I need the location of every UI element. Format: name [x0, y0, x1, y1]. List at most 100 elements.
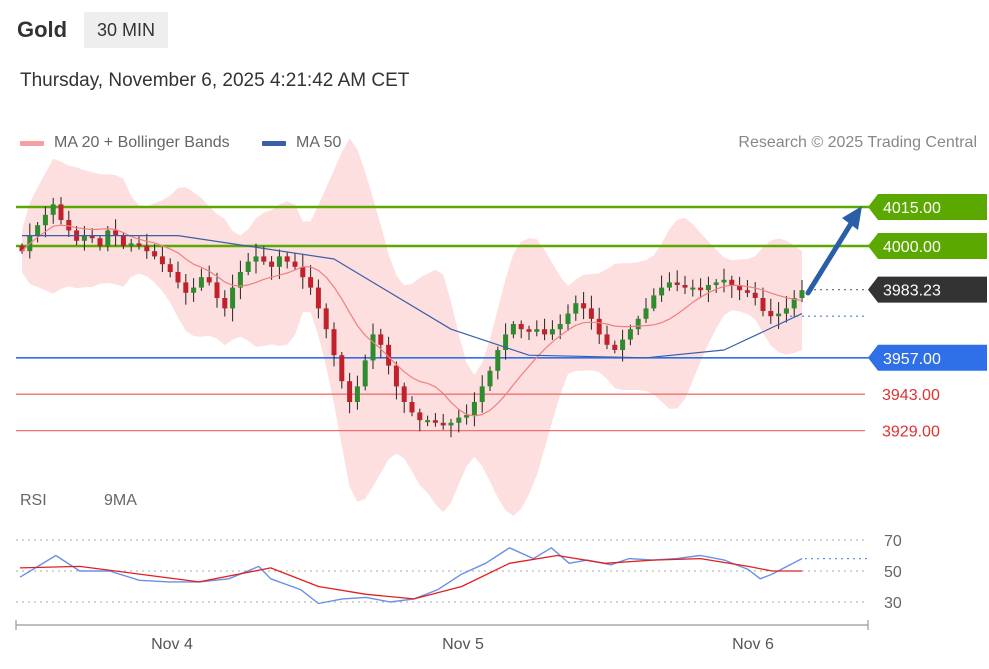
level-label-support: 3929.00 — [882, 424, 940, 441]
chart-datetime: Thursday, November 6, 2025 4:21:42 AM CE… — [20, 70, 410, 91]
candle-body — [308, 277, 314, 288]
x-tick-label: Nov 4 — [151, 636, 193, 653]
candle-body — [620, 339, 626, 350]
candle-body — [659, 287, 665, 296]
candle-body — [347, 381, 353, 402]
candle-body — [471, 402, 477, 415]
candle-body — [448, 422, 454, 426]
price-levels — [16, 205, 870, 432]
legend-ma20-bb: MA 20 + Bollinger Bands — [20, 134, 230, 152]
candle-body — [456, 417, 462, 423]
legend-ma50: MA 50 — [262, 134, 341, 152]
rsi-line — [19, 547, 803, 605]
candle-body — [206, 277, 212, 283]
candle-body — [690, 287, 696, 290]
candle-body — [378, 334, 384, 345]
level-label-pivot: 3957.00 — [883, 351, 941, 368]
candle-body — [386, 344, 392, 366]
candle-body — [783, 308, 789, 314]
rsi-tick-label: 30 — [884, 595, 902, 612]
candle-body — [331, 329, 337, 356]
candle-body — [105, 230, 111, 246]
candle-body — [526, 329, 532, 332]
candle-body — [581, 303, 587, 309]
candle-body — [432, 420, 438, 423]
candle-body — [612, 344, 618, 350]
candle-body — [339, 355, 345, 382]
candle-body — [269, 261, 275, 267]
candle-body — [253, 256, 259, 262]
x-tick-label: Nov 5 — [442, 636, 484, 653]
candle-body — [97, 238, 103, 246]
candle-body — [627, 329, 633, 340]
candle-body — [292, 261, 298, 267]
candle-body — [588, 308, 594, 319]
candle-body — [198, 277, 204, 288]
candle-body — [315, 287, 321, 309]
candle-body — [643, 308, 649, 319]
candle-body — [144, 246, 150, 252]
candle-body — [401, 386, 407, 402]
candle-body — [136, 243, 142, 246]
rsi-tick-label: 50 — [884, 564, 902, 581]
candle-body — [542, 329, 548, 335]
candle-body — [518, 324, 524, 330]
ma50-swatch — [262, 140, 286, 146]
candle-body — [503, 334, 509, 350]
candle-body — [737, 285, 743, 291]
ma20-line — [21, 224, 803, 417]
candle-body — [549, 329, 555, 335]
bollinger-band-area — [22, 138, 802, 516]
candle-body — [596, 318, 602, 335]
candle-body — [354, 386, 360, 402]
candle-body — [768, 311, 774, 317]
candle-body — [729, 279, 735, 285]
rsi-panel: 70 50 30 — [16, 533, 902, 612]
candle-body — [510, 324, 516, 335]
candle-body — [35, 225, 41, 236]
level-label-resistance: 4015.00 — [883, 200, 941, 217]
candle-body — [534, 329, 540, 332]
candle-body — [66, 220, 72, 231]
bollinger-bands — [22, 138, 802, 516]
rsi-ma-line — [19, 554, 802, 600]
ma20-bb-swatch — [20, 140, 44, 146]
candle-body — [175, 272, 181, 283]
candle-body — [183, 282, 189, 293]
candle-body — [230, 287, 236, 309]
candle-body — [323, 308, 329, 330]
candle-body — [50, 204, 56, 215]
candle-body — [222, 298, 228, 309]
candle-body — [744, 290, 750, 293]
level-tag-resistance — [868, 233, 987, 259]
forecast-arrow-head — [842, 206, 862, 230]
candle-body — [721, 279, 727, 283]
x-tick-label: Nov 6 — [732, 636, 774, 653]
candle-body — [19, 246, 25, 252]
level-tag-pivot — [868, 344, 987, 371]
candle-body — [159, 256, 165, 265]
candle-body — [237, 272, 243, 288]
candle-body — [487, 370, 493, 387]
candle-body — [791, 298, 797, 309]
candle-body — [42, 214, 48, 226]
candle-body — [362, 360, 368, 387]
candle-body — [635, 318, 641, 330]
chart-header: Gold 30 MIN Thursday, November 6, 2025 4… — [0, 0, 989, 110]
legend-rsi: RSI — [20, 492, 47, 510]
ma50-line — [22, 235, 803, 359]
candle-body — [113, 230, 119, 236]
candle-body — [417, 412, 423, 421]
legend-rsi-ma: 9MA — [104, 492, 137, 510]
level-tag-resistance — [868, 194, 987, 220]
research-credit: Research © 2025 Trading Central — [738, 134, 977, 151]
candle-body — [760, 298, 766, 311]
level-label-current: 3983.23 — [883, 283, 941, 300]
candle-body — [152, 251, 158, 257]
candle-body — [276, 256, 282, 267]
timeframe-badge[interactable]: 30 MIN — [84, 12, 168, 48]
candle-body — [752, 292, 758, 298]
candle-body — [674, 282, 680, 285]
candle-body — [495, 350, 501, 371]
